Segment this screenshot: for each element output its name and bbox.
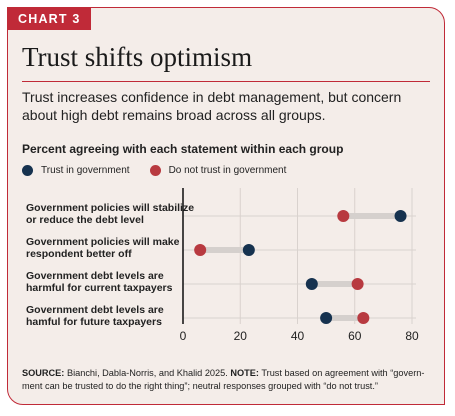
point-distrust — [357, 312, 370, 324]
chart-title: Trust shifts optimism — [22, 42, 253, 72]
note-label: NOTE: — [230, 368, 259, 378]
x-tick-label: 40 — [291, 329, 305, 343]
source-note: SOURCE: Bianchi, Dabla-Norris, and Khali… — [22, 367, 434, 392]
chart-badge: CHART 3 — [8, 8, 91, 30]
chart-card: CHART 3 Trust shifts optimism Trust incr… — [7, 7, 445, 405]
legend: Trust in government Do not trust in gove… — [22, 165, 306, 176]
note-text: Trust based on agreement with “govern­me… — [22, 368, 425, 391]
category-label: Government debt levels are harmful for cu… — [26, 270, 173, 294]
category-label: Government policies will make respondent … — [26, 236, 180, 260]
x-tick-label: 0 — [180, 329, 187, 343]
point-trust — [242, 244, 255, 256]
point-distrust — [351, 278, 364, 290]
legend-item-distrust: Do not trust in government — [149, 165, 287, 176]
point-trust — [320, 312, 333, 324]
section-label: Percent agreeing with each statement wit… — [22, 142, 344, 156]
point-trust — [394, 210, 407, 222]
legend-swatch-distrust — [149, 165, 161, 176]
point-distrust — [337, 210, 350, 222]
dumbbell-chart: 0 20 40 60 80 Government policies will stabil… — [26, 188, 419, 343]
x-tick-label: 80 — [405, 329, 419, 343]
x-tick-label: 20 — [234, 329, 248, 343]
source-label: SOURCE: — [22, 368, 65, 378]
legend-item-trust: Trust in government — [22, 165, 130, 176]
source-text: Bianchi, Dabla-Norris, and Khalid 2025. — [66, 368, 228, 378]
chart-subtitle: Trust increases confidence in debt manag… — [22, 89, 402, 123]
point-distrust — [194, 244, 207, 256]
legend-swatch-trust — [22, 165, 33, 176]
x-tick-label: 60 — [348, 329, 362, 343]
category-label: Government debt levels are hamful for fut… — [26, 304, 164, 328]
legend-label-trust: Trust in government — [41, 165, 130, 176]
category-label: Government policies will stabilize or red… — [26, 202, 194, 226]
legend-label-distrust: Do not trust in government — [168, 165, 287, 176]
point-trust — [305, 278, 318, 290]
title-divider — [22, 81, 430, 82]
